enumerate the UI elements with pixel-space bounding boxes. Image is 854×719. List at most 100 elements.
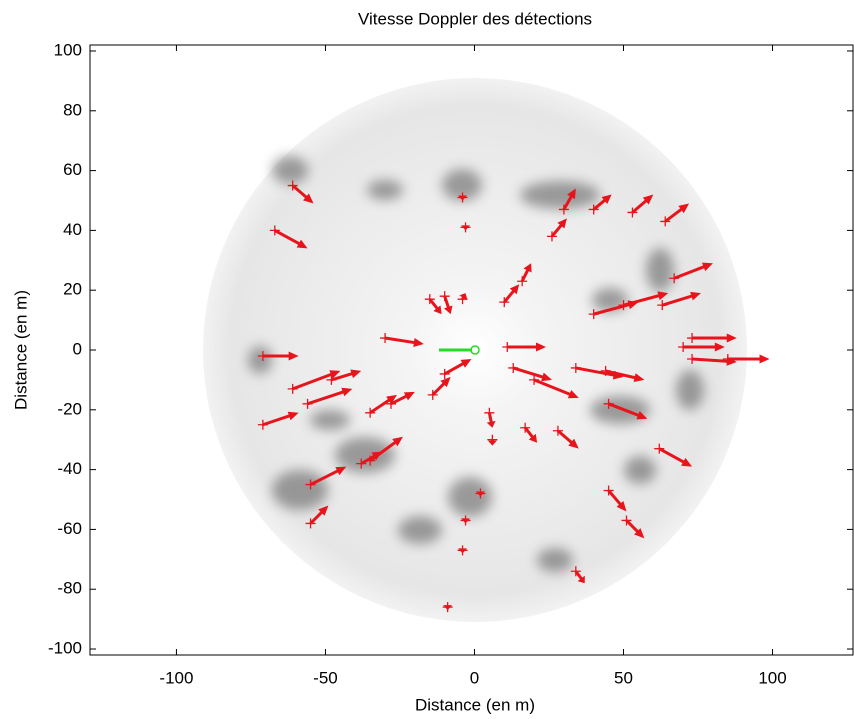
detection — [257, 350, 268, 361]
detection — [257, 419, 268, 430]
arrow-head — [460, 358, 472, 368]
velocity-arrow — [608, 402, 641, 418]
arrow-head — [329, 370, 341, 379]
radar-disc — [203, 78, 747, 622]
detection — [529, 374, 540, 385]
arrow-head — [509, 284, 520, 295]
velocity-arrow — [503, 288, 516, 304]
velocity-arrow — [291, 184, 309, 200]
arrow-head — [443, 305, 453, 315]
arrow-head — [541, 372, 552, 382]
arrow-head — [413, 338, 424, 347]
detection — [457, 545, 468, 556]
detection — [386, 398, 397, 409]
arrow-head — [440, 376, 451, 388]
detection — [439, 291, 450, 302]
velocity-arrow — [292, 372, 334, 391]
detection — [558, 204, 569, 215]
arrow-head — [296, 239, 308, 249]
velocity-arrow — [309, 468, 340, 486]
detection — [621, 515, 632, 526]
detection — [570, 566, 581, 577]
detection — [427, 389, 438, 400]
arrow-head — [567, 389, 579, 399]
arrow-head — [403, 391, 415, 401]
detection — [588, 309, 599, 320]
arrow-head — [642, 194, 654, 205]
detection — [356, 458, 367, 469]
arrow-head — [335, 466, 347, 476]
velocity-arrow — [631, 198, 649, 214]
velocity-arrow — [428, 298, 440, 311]
detection — [722, 353, 733, 364]
detection — [305, 479, 316, 490]
detection — [302, 398, 313, 409]
arrow-head — [433, 305, 442, 315]
detection — [424, 294, 435, 305]
x-tick-label: 100 — [758, 668, 786, 687]
arrow-head — [701, 262, 713, 272]
arrow-head — [577, 575, 585, 584]
velocity-arrow — [443, 361, 466, 376]
arrow-head — [726, 333, 737, 343]
detection — [588, 204, 599, 215]
velocity-arrow — [309, 510, 324, 525]
arrow-head — [627, 300, 639, 310]
detection — [457, 192, 468, 203]
y-tick-label: -80 — [57, 579, 82, 598]
velocity-arrow — [592, 198, 607, 211]
arrow-head — [633, 373, 645, 383]
x-tick-label: -100 — [159, 668, 193, 687]
arrow-head — [536, 342, 547, 352]
detection — [326, 374, 337, 385]
velocity-arrow — [523, 426, 535, 439]
velocity-arrow — [673, 264, 706, 280]
detection — [484, 407, 495, 418]
velocity-arrow — [562, 194, 574, 211]
velocity-arrow — [658, 447, 686, 465]
velocity-arrow — [431, 381, 447, 396]
detection — [457, 294, 468, 305]
detection — [269, 225, 280, 236]
velocity-arrow — [575, 366, 616, 377]
detection — [365, 407, 376, 418]
arrow-head — [759, 354, 770, 364]
detection — [678, 342, 689, 353]
arrow-head — [341, 387, 353, 397]
velocity-arrow — [330, 371, 354, 382]
arrow-head — [616, 500, 627, 512]
detection — [660, 216, 671, 227]
y-tick-label: -40 — [57, 459, 82, 478]
velocity-arrow — [307, 389, 346, 406]
arrow-head — [350, 369, 362, 379]
velocity-arrow — [605, 369, 637, 380]
arrow-head — [392, 436, 403, 447]
detection — [669, 273, 680, 284]
velocity-arrow — [664, 207, 684, 223]
y-tick-label: 20 — [63, 280, 82, 299]
velocity-arrow — [384, 336, 417, 345]
arrow-head — [523, 263, 532, 273]
detection — [305, 518, 316, 529]
arrow-head — [528, 433, 538, 443]
detection — [603, 398, 614, 409]
detection — [502, 342, 513, 353]
detection — [287, 383, 298, 394]
y-tick-label: -100 — [48, 639, 82, 658]
y-tick-label: 40 — [63, 220, 82, 239]
detection — [520, 422, 531, 433]
arrow-head — [557, 218, 567, 229]
y-axis-label: Distance (en m) — [11, 290, 30, 410]
arrow-head — [678, 203, 690, 214]
velocity-arrow — [550, 223, 564, 238]
detection — [687, 353, 698, 364]
y-tick-label: 100 — [54, 40, 82, 59]
y-tick-label: 80 — [63, 100, 82, 119]
arrow-head — [318, 505, 329, 516]
arrow-head — [657, 291, 669, 301]
detection — [687, 333, 698, 344]
x-tick-label: 50 — [614, 668, 633, 687]
detection — [365, 455, 376, 466]
arrow-head — [486, 420, 496, 428]
